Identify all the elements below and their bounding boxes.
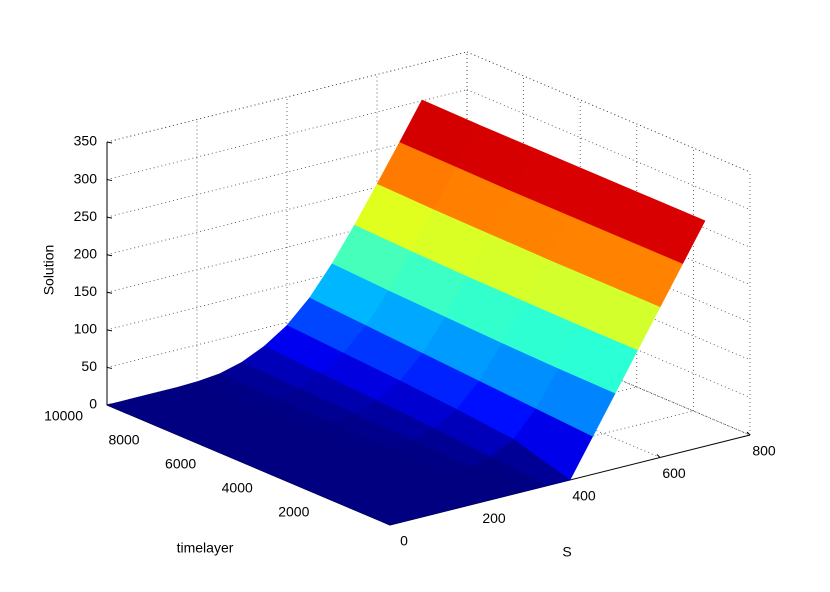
y-tick-label: 8000 bbox=[108, 432, 139, 448]
z-tick bbox=[106, 254, 113, 257]
z-tick bbox=[106, 141, 113, 144]
x-axis-label: S bbox=[562, 544, 571, 560]
z-tick bbox=[106, 216, 113, 219]
grid-line bbox=[466, 314, 751, 436]
grid-line bbox=[466, 277, 751, 398]
y-tick-label: 2000 bbox=[278, 504, 309, 520]
grid-line bbox=[466, 89, 751, 210]
x-tick-label: 200 bbox=[482, 510, 506, 526]
z-tick-label: 50 bbox=[81, 358, 97, 374]
z-tick bbox=[106, 329, 113, 332]
z-tick-label: 150 bbox=[74, 283, 98, 299]
z-tick-label: 300 bbox=[74, 170, 98, 186]
y-tick-label: 10000 bbox=[44, 408, 83, 424]
y-tick-label: 4000 bbox=[222, 480, 253, 496]
grid-line bbox=[466, 126, 751, 248]
z-tick-label: 0 bbox=[89, 396, 97, 412]
surface-patch bbox=[332, 495, 414, 526]
y-tick-label: 6000 bbox=[165, 456, 196, 472]
grid-line bbox=[466, 201, 751, 323]
x-tick-label: 0 bbox=[400, 533, 408, 549]
y-axis-label: timelayer bbox=[177, 540, 234, 556]
x-tick bbox=[656, 454, 661, 458]
x-tick-label: 800 bbox=[752, 443, 776, 459]
z-tick-label: 350 bbox=[74, 133, 98, 149]
z-tick bbox=[106, 366, 113, 369]
x-tick-label: 600 bbox=[662, 465, 686, 481]
z-axis-label: Solution bbox=[41, 245, 57, 296]
x-tick-label: 400 bbox=[572, 488, 596, 504]
z-tick-label: 200 bbox=[74, 245, 98, 261]
z-tick bbox=[106, 179, 113, 182]
x-tick bbox=[746, 431, 751, 436]
z-tick-label: 100 bbox=[74, 321, 98, 337]
z-tick bbox=[106, 291, 113, 294]
grid-line bbox=[466, 164, 751, 286]
grid-line bbox=[466, 239, 751, 361]
z-tick-label: 250 bbox=[74, 208, 98, 224]
grid-line bbox=[466, 51, 751, 173]
